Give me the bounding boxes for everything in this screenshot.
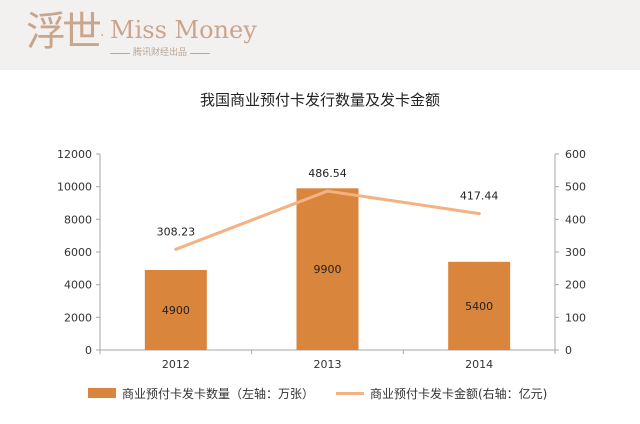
chart-legend: 商业预付卡发卡数量（左轴：万张） 商业预付卡发卡金额(右轴：亿元) — [0, 378, 640, 408]
brand-logo-sub: 腾讯财经出品 — [132, 48, 187, 58]
legend-label-bar: 商业预付卡发卡数量（左轴：万张） — [122, 386, 315, 401]
brand-logo-cn: 浮世 — [26, 9, 102, 55]
x-axis-tick-label: 2014 — [465, 358, 493, 371]
left-axis-tick-label: 10000 — [57, 181, 92, 194]
line-point — [326, 189, 329, 193]
right-axis-tick-label: 600 — [565, 148, 586, 161]
bar — [296, 188, 359, 350]
right-axis-tick-label: 300 — [565, 246, 586, 259]
brand-header: 浮世 · Miss Money 腾讯财经出品 — [0, 0, 640, 70]
line-data-label: 486.54 — [308, 167, 347, 180]
left-axis-tick-label: 12000 — [57, 148, 92, 161]
line-data-label: 308.23 — [157, 225, 196, 238]
brand-logo-dot: · — [100, 28, 105, 44]
brand-logo-en: Miss Money — [110, 16, 257, 44]
left-axis-tick-label: 4000 — [64, 279, 92, 292]
legend-item-bar: 商业预付卡发卡数量（左轴：万张） — [88, 384, 314, 402]
legend-label-line: 商业预付卡发卡金额(右轴：亿元) — [370, 386, 548, 401]
logo-divider-left — [110, 53, 130, 54]
bar-data-label: 9900 — [314, 263, 342, 276]
x-axis-tick-label: 2013 — [314, 358, 342, 371]
right-axis-tick-label: 0 — [565, 344, 572, 357]
left-axis-tick-label: 0 — [85, 344, 92, 357]
legend-item-line: 商业预付卡发卡金额(右轴：亿元) — [336, 384, 547, 402]
bar — [448, 261, 511, 350]
right-axis-tick-label: 200 — [565, 279, 586, 292]
right-axis-tick-label: 500 — [565, 181, 586, 194]
x-axis-tick-label: 2012 — [162, 358, 190, 371]
line-data-label: 417.44 — [460, 190, 499, 203]
logo-divider-right — [190, 53, 210, 54]
left-axis-tick-label: 2000 — [64, 311, 92, 324]
right-axis-tick-label: 100 — [565, 311, 586, 324]
right-axis-tick-label: 400 — [565, 213, 586, 226]
line-point — [174, 247, 178, 251]
bar-data-label: 4900 — [162, 304, 190, 317]
legend-swatch-bar — [88, 388, 116, 398]
left-axis-tick-label: 6000 — [64, 246, 92, 259]
chart-title: 我国商业预付卡发行数量及发卡金额 — [199, 91, 440, 109]
legend-swatch-line — [336, 391, 364, 395]
bar-data-label: 5400 — [465, 300, 493, 313]
left-axis-tick-label: 8000 — [64, 213, 92, 226]
line-point — [477, 212, 481, 216]
bar — [144, 269, 207, 350]
